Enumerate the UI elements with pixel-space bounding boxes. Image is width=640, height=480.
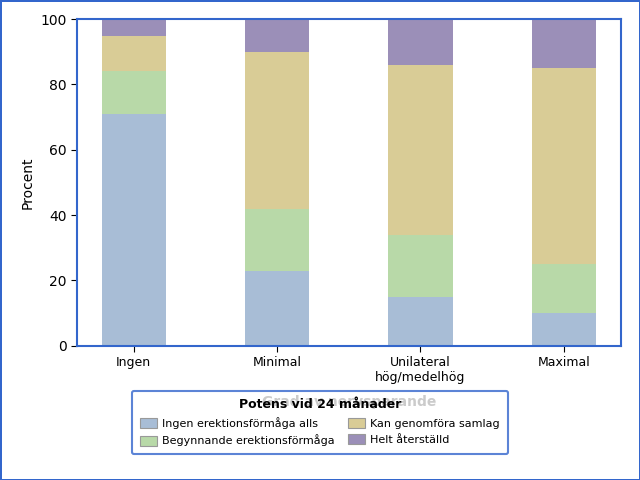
X-axis label: Grad av nervsparande: Grad av nervsparande <box>262 395 436 409</box>
Bar <box>388 65 452 235</box>
Bar <box>245 52 309 208</box>
Bar <box>532 313 596 346</box>
Bar <box>102 72 166 114</box>
Bar <box>245 208 309 271</box>
Y-axis label: Procent: Procent <box>20 156 35 209</box>
Bar <box>102 36 166 72</box>
Bar <box>102 19 166 36</box>
Bar <box>388 297 452 346</box>
Bar <box>245 271 309 346</box>
Bar <box>245 19 309 52</box>
Bar <box>532 19 596 68</box>
Legend: Ingen erektionsförmåga alls, Begynnande erektionsförmåga, Kan genomföra samlag, : Ingen erektionsförmåga alls, Begynnande … <box>132 391 508 454</box>
Bar <box>388 235 452 297</box>
Bar <box>532 264 596 313</box>
Bar <box>102 114 166 346</box>
Bar <box>532 68 596 264</box>
Bar <box>388 19 452 65</box>
